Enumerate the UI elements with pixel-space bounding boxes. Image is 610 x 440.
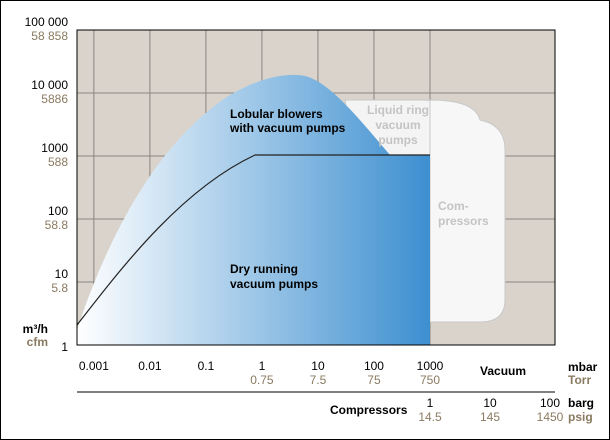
x-tick-label-torr: 0.75 (250, 373, 274, 387)
x-tick-label: 10 (311, 359, 325, 373)
comp-tick-label-psig: 14.5 (418, 410, 442, 424)
comp-tick-label: 1 (427, 396, 434, 410)
annotation: vacuum pumps (230, 277, 318, 291)
x-unit2: Torr (568, 373, 591, 387)
annotation: Com- (438, 199, 469, 213)
x-tick-label: 0.001 (79, 359, 109, 373)
y-unit: m³/h (23, 322, 48, 336)
x-tick-label: 0.1 (198, 359, 215, 373)
x-tick-label-torr: 75 (367, 373, 381, 387)
y-tick-label: 10 000 (31, 78, 68, 92)
x-tick-label-torr: 750 (420, 373, 440, 387)
y-tick-label: 10 (55, 267, 69, 281)
comp-tick-label: 100 (540, 396, 560, 410)
y-tick-label: 100 (48, 204, 68, 218)
x-tick-label: 0.01 (138, 359, 162, 373)
comp-unit2: psig (568, 410, 593, 424)
annotation: with vacuum pumps (229, 121, 346, 135)
x-tick-label-torr: 7.5 (310, 373, 327, 387)
y-tick-label-cfm: 588 (48, 155, 68, 169)
y-tick-label-cfm: 58 858 (31, 29, 68, 43)
y-tick-label: 1 (61, 340, 68, 354)
comp-axis-label: Compressors (330, 403, 408, 417)
comp-unit: barg (568, 396, 594, 410)
x-tick-label: 1000 (417, 359, 444, 373)
x-tick-label: 1 (259, 359, 266, 373)
y-tick-label-cfm: 5886 (41, 92, 68, 106)
annotation: vacuum (375, 118, 420, 132)
comp-tick-label: 10 (483, 396, 497, 410)
chart: Lobular blowers with vacuum pumps Liquid… (0, 0, 610, 440)
annotation: Dry running (230, 262, 298, 276)
x-axis-label: Vacuum (480, 364, 526, 378)
comp-tick-label-psig: 1450 (537, 410, 564, 424)
x-tick-label: 100 (364, 359, 384, 373)
annotation: pumps (378, 133, 418, 147)
x-unit: mbar (568, 360, 598, 374)
annotation: Lobular blowers (230, 107, 323, 121)
y-tick-label-cfm: 58.8 (45, 218, 69, 232)
annotation: Liquid ring (367, 103, 429, 117)
y-tick-label-cfm: 5.8 (51, 281, 68, 295)
y-unit2: cfm (27, 335, 48, 349)
y-tick-label: 100 000 (25, 15, 69, 29)
comp-tick-label-psig: 145 (480, 410, 500, 424)
annotation: pressors (438, 214, 489, 228)
y-tick-label: 1000 (41, 141, 68, 155)
